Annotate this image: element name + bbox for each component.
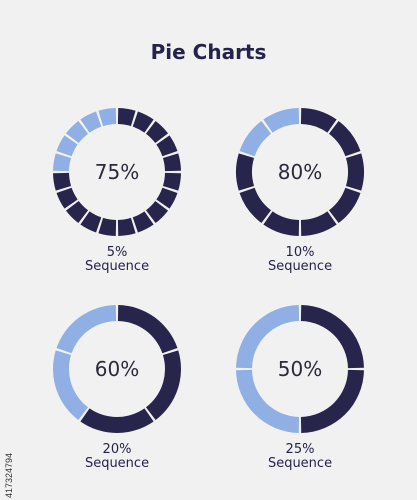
chart-caption-3: 20% Sequence xyxy=(47,443,187,471)
filled-segment xyxy=(80,211,102,233)
filled-segment xyxy=(300,305,364,369)
filled-segment xyxy=(156,135,178,157)
donut-chart-3: 60% xyxy=(52,305,182,434)
empty-segment xyxy=(98,108,117,127)
filled-segment xyxy=(98,217,117,236)
filled-segment xyxy=(235,153,255,191)
filled-segment xyxy=(145,120,169,144)
filled-segment xyxy=(263,211,300,236)
empty-segment xyxy=(80,111,102,133)
filled-segment xyxy=(117,305,178,354)
center-percent-label: 60% xyxy=(95,357,139,381)
filled-segment xyxy=(145,350,182,421)
empty-segment xyxy=(236,369,300,433)
filled-segment xyxy=(53,172,72,191)
page-title: Pie Charts xyxy=(150,40,267,64)
empty-segment xyxy=(65,120,89,144)
empty-segment xyxy=(239,120,272,157)
filled-segment xyxy=(300,211,337,236)
chart-caption-1: 5% Sequence xyxy=(47,246,187,274)
side-code: 417324794 xyxy=(4,452,14,498)
filled-segment xyxy=(132,211,154,233)
filled-segment xyxy=(300,108,337,133)
segment-caption: Sequence xyxy=(267,456,333,471)
segment-caption: Sequence xyxy=(267,259,333,274)
empty-segment xyxy=(56,305,117,354)
segment-caption: Sequence xyxy=(84,259,150,274)
filled-segment xyxy=(162,153,181,172)
center-percent-label: 75% xyxy=(95,160,139,184)
segment-label: 25% xyxy=(285,442,315,457)
empty-segment xyxy=(56,135,78,157)
filled-segment xyxy=(328,187,361,224)
filled-segment xyxy=(162,172,181,191)
center-percent-label: 50% xyxy=(278,357,322,381)
filled-segment xyxy=(117,217,136,236)
filled-segment xyxy=(239,187,272,224)
empty-segment xyxy=(53,153,72,172)
empty-segment xyxy=(52,350,89,421)
center-percent-label: 80% xyxy=(278,160,322,184)
filled-segment xyxy=(328,120,361,157)
filled-segment xyxy=(117,108,136,127)
empty-segment xyxy=(263,108,300,133)
filled-segment xyxy=(156,187,178,209)
segment-caption: Sequence xyxy=(84,456,150,471)
filled-segment xyxy=(56,187,78,209)
filled-segment xyxy=(132,111,154,133)
chart-caption-2: 10% Sequence xyxy=(230,246,370,274)
empty-segment xyxy=(236,305,300,369)
segment-label: 5% xyxy=(106,245,128,260)
filled-segment xyxy=(65,200,89,224)
filled-segment xyxy=(145,200,169,224)
filled-segment xyxy=(345,153,365,191)
filled-segment xyxy=(300,369,364,433)
donut-chart-1: 75% xyxy=(53,108,181,236)
segment-label: 20% xyxy=(102,442,132,457)
donut-chart-4: 50% xyxy=(236,305,364,433)
segment-label: 10% xyxy=(285,245,315,260)
filled-segment xyxy=(80,408,154,434)
donut-chart-2: 80% xyxy=(235,108,365,236)
chart-caption-4: 25% Sequence xyxy=(230,443,370,471)
